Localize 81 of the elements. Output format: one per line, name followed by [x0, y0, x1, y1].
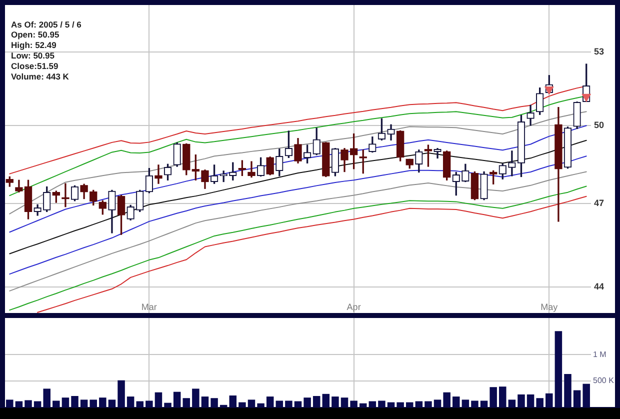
bar	[15, 401, 23, 407]
candlestick	[154, 164, 162, 184]
bar	[554, 331, 562, 407]
bar	[99, 398, 106, 407]
bar	[462, 400, 470, 407]
y-tick-label: 500 K	[593, 376, 615, 386]
bar	[276, 400, 284, 407]
candlestick	[248, 161, 256, 178]
bar	[378, 400, 386, 407]
bar	[229, 395, 237, 407]
bar	[312, 396, 320, 407]
bar	[573, 390, 581, 407]
bar	[536, 398, 544, 407]
bar	[238, 402, 246, 407]
bar	[43, 388, 50, 407]
bar	[322, 394, 330, 407]
bar	[136, 401, 144, 407]
bar	[546, 393, 553, 407]
candlestick	[508, 150, 516, 176]
bar	[332, 396, 339, 407]
y-tick-label: 1 M	[593, 350, 607, 359]
annotation: Close:51.59	[11, 60, 59, 71]
bar	[396, 402, 404, 407]
annotation: As Of: 2005 / 5 / 6	[11, 19, 82, 30]
bar	[146, 400, 153, 407]
y-tick-label: 50	[594, 120, 604, 130]
bar	[173, 392, 181, 407]
bar	[443, 392, 450, 407]
bar	[564, 374, 572, 407]
annotation: Volume: 443 K	[11, 71, 70, 82]
bar	[80, 400, 88, 407]
annotation: Open: 50.95	[11, 30, 60, 40]
bar	[24, 400, 32, 407]
bar	[359, 403, 367, 407]
bar	[508, 400, 516, 407]
y-tick-label: 47	[594, 198, 604, 208]
bar	[192, 388, 200, 407]
bar	[424, 401, 432, 407]
y-tick-label: 53	[594, 46, 604, 56]
bar	[480, 400, 488, 407]
bar	[6, 400, 14, 407]
bar	[471, 400, 478, 407]
annotation: Low: 50.95	[11, 50, 55, 61]
bar	[368, 401, 376, 407]
x-tick-label: Apr	[346, 302, 361, 312]
bar	[52, 400, 60, 407]
bar	[182, 398, 190, 407]
bar	[210, 398, 218, 407]
bar	[154, 392, 162, 407]
bar	[582, 384, 590, 407]
bar	[118, 380, 125, 407]
bar	[248, 400, 256, 407]
bar	[266, 396, 274, 407]
bar	[62, 398, 70, 407]
bar	[90, 400, 97, 407]
bar	[387, 402, 395, 407]
y-tick-label: 44	[594, 281, 604, 292]
bar	[126, 396, 134, 407]
bar	[304, 398, 311, 407]
bar	[350, 400, 358, 407]
candlestick	[62, 183, 70, 208]
bar	[406, 402, 414, 407]
bar	[294, 401, 302, 407]
bar	[164, 402, 172, 407]
bar	[34, 401, 42, 407]
bar	[257, 403, 264, 407]
bar	[201, 396, 209, 407]
bar	[285, 400, 292, 407]
x-tick-label: Mar	[141, 302, 157, 312]
bar	[415, 401, 423, 407]
annotation: High: 52.49	[11, 40, 57, 50]
bar	[490, 387, 497, 407]
bar	[108, 400, 116, 407]
bar	[499, 386, 506, 407]
bar	[452, 396, 460, 407]
x-tick-label: May	[540, 302, 558, 312]
bar	[71, 396, 78, 407]
bar	[434, 400, 442, 407]
bar	[526, 394, 534, 407]
bar	[518, 394, 525, 407]
bar	[340, 398, 348, 407]
